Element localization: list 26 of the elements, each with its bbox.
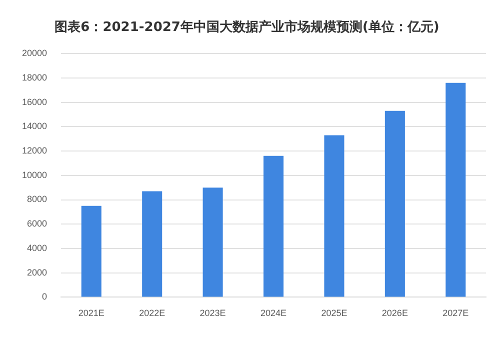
x-tick-label: 2025E [321, 308, 348, 318]
bar [142, 191, 162, 297]
bar [263, 156, 284, 297]
bar [202, 188, 223, 297]
x-tick-label: 2024E [260, 308, 287, 318]
x-tick-label: 2023E [200, 308, 226, 318]
chart-title: 图表6：2021-2027年中国大数据产业市场规模预测(单位：亿元) [54, 19, 440, 36]
bar [446, 82, 466, 297]
bar [384, 110, 405, 297]
y-tick-label: 0 [42, 292, 48, 302]
y-tick-label: 12000 [22, 146, 48, 156]
y-tick-label: 8000 [26, 194, 48, 204]
y-tick-label: 2000 [26, 267, 48, 278]
y-tick-label: 16000 [22, 96, 48, 107]
x-tick-label: 2022E [139, 308, 166, 318]
y-tick-label: 4000 [26, 242, 48, 253]
x-tick-label: 2021E [78, 308, 104, 318]
y-tick-label: 20000 [22, 48, 48, 58]
x-tick-label: 2027E [442, 308, 469, 318]
y-tick-label: 6000 [26, 218, 48, 229]
bar [324, 135, 344, 297]
x-tick-label: 2026E [382, 308, 408, 318]
y-tick-label: 10000 [22, 170, 48, 180]
y-tick-label: 18000 [22, 72, 48, 82]
y-tick-label: 14000 [22, 121, 48, 132]
bar [81, 206, 102, 297]
